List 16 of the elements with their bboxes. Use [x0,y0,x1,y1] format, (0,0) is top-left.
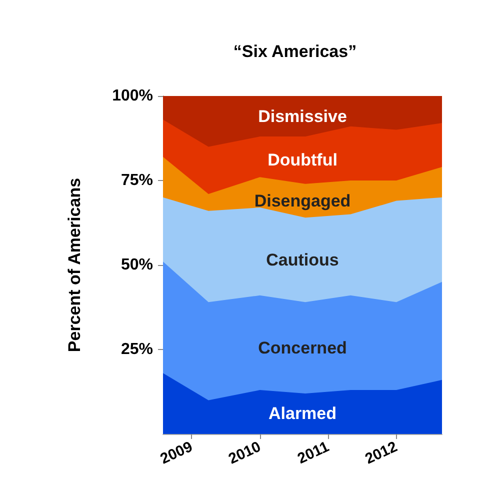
y-tick-label: 75% [120,172,153,189]
x-tick-label: 2010 [226,438,264,468]
x-tick-label: 2012 [362,438,400,468]
y-axis-title: Percent of Americans [65,178,84,352]
y-tick-label: 25% [120,341,153,358]
x-tick-label: 2009 [158,438,196,468]
series-label: Disengaged [254,191,351,210]
series-label: Doubtful [268,150,338,170]
series-label: Dismissive [258,106,347,126]
y-tick-label: 100% [112,88,153,104]
x-tick-label: 2011 [295,438,332,468]
chart-title: “Six Americas” [233,42,357,61]
series-label: Cautious [266,250,339,270]
y-tick-label: 50% [120,256,153,274]
series-label: Concerned [258,338,347,358]
series-label: Alarmed [268,404,337,424]
